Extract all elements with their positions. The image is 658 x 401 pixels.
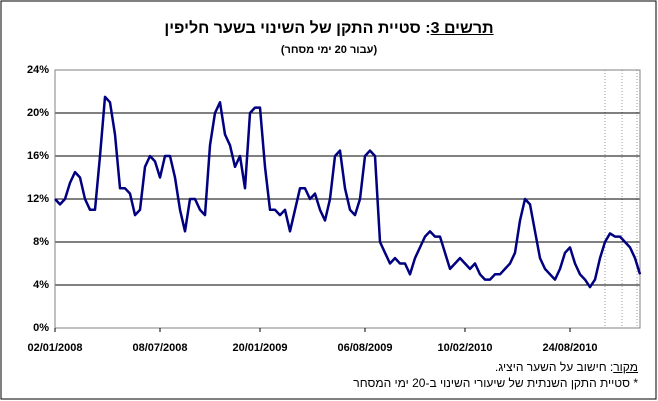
y-tick-label: 16%: [27, 150, 49, 162]
x-tick-label: 10/02/2010: [437, 342, 492, 354]
subtitle: (עבור 20 ימי מסחר): [280, 44, 378, 56]
x-tick-label: 24/08/2010: [542, 342, 597, 354]
source-label: מקור: [613, 360, 638, 374]
y-tick-label: 0%: [33, 322, 49, 334]
y-tick-label: 8%: [33, 236, 49, 248]
y-tick-label: 20%: [27, 107, 49, 119]
footnote: * סטיית התקן השנתית של שיעורי השינוי ב-2…: [353, 376, 638, 390]
source: מקור: חישוב על השער היציג.: [495, 360, 638, 374]
x-tick-label: 20/01/2009: [232, 342, 287, 354]
x-tick-label: 06/08/2009: [337, 342, 392, 354]
source-text: : חישוב על השער היציג.: [494, 360, 614, 374]
x-tick-label: 08/07/2008: [132, 342, 187, 354]
y-tick-label: 4%: [33, 279, 49, 291]
x-tick-label: 02/01/2008: [27, 342, 82, 354]
title-text: : סטיית התקן של השינוי בשער חליפין: [164, 20, 431, 37]
y-tick-label: 24%: [27, 64, 49, 76]
y-tick-label: 12%: [27, 193, 49, 205]
title: תרשים 3: סטיית התקן של השינוי בשער חליפי…: [0, 20, 658, 38]
line: [54, 95, 642, 289]
title-prefix: תרשים 3: [430, 20, 494, 37]
